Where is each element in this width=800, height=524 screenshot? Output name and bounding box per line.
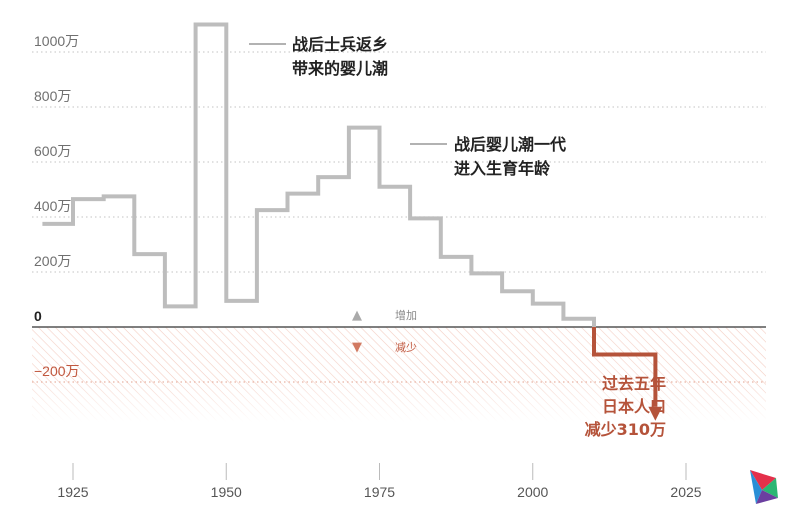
- y-tick-label: 600万: [34, 143, 71, 159]
- legend: ▲ 增加 ▼ 减少: [352, 308, 417, 355]
- annotation-3-line-1: 过去五年: [602, 374, 666, 393]
- annotation-3-line-2: 日本人口: [602, 397, 666, 416]
- x-tick-label: 1975: [364, 484, 395, 500]
- legend-increase-symbol: ▲: [352, 308, 362, 323]
- x-axis-ticks: 1925 1950 1975 2000 2025: [57, 463, 702, 500]
- legend-increase-label: 增加: [395, 308, 417, 322]
- annotation-3-line-3: 减少310万: [585, 420, 666, 439]
- x-tick-label: 1925: [57, 484, 88, 500]
- y-tick-label: 0: [34, 308, 42, 324]
- x-tick-label: 2000: [517, 484, 548, 500]
- y-tick-label: 400万: [34, 198, 71, 214]
- negative-region: [32, 327, 766, 422]
- annotation-2-line-2: 进入生育年龄: [454, 159, 551, 178]
- brand-logo: [750, 470, 778, 504]
- y-axis-ticks: 1000万 800万 600万 400万 200万 0 −200万: [34, 33, 80, 379]
- y-tick-label: −200万: [34, 363, 80, 379]
- annotation-1-line-1: 战后士兵返乡: [292, 35, 388, 54]
- y-tick-label: 800万: [34, 88, 71, 104]
- negative-step-line: [592, 327, 658, 407]
- decline-arrowhead: [648, 406, 663, 421]
- annotation-1-line-2: 带来的婴儿潮: [292, 59, 388, 78]
- positive-step-line: [42, 22, 596, 327]
- y-tick-label: 1000万: [34, 33, 79, 49]
- y-tick-label: 200万: [34, 253, 71, 269]
- legend-decrease-symbol: ▼: [352, 340, 362, 355]
- x-tick-label: 2025: [670, 484, 701, 500]
- negative-fade: [32, 382, 766, 422]
- x-tick-label: 1950: [211, 484, 242, 500]
- population-series: [42, 22, 663, 421]
- annotation-2-line-1: 战后婴儿潮一代: [454, 135, 566, 154]
- legend-decrease-label: 减少: [395, 341, 417, 354]
- gridlines: [32, 51, 766, 383]
